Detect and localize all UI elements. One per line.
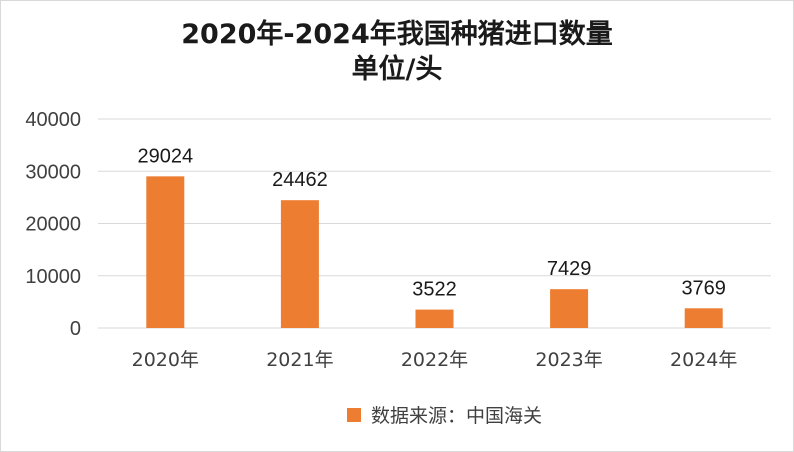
data-label: 24462 (272, 169, 328, 191)
x-axis-ticks: 2020年 2021年 2022年 2023年 2024年 (132, 349, 738, 371)
y-tick-label: 0 (70, 318, 81, 340)
x-tick-label: 2022年 (401, 349, 468, 371)
y-axis-ticks: 0 10000 20000 30000 40000 (25, 109, 81, 340)
bars (146, 176, 723, 328)
x-tick-label: 2023年 (535, 349, 602, 371)
x-tick-label: 2020年 (132, 349, 199, 371)
data-label: 29024 (137, 145, 193, 167)
y-tick-label: 40000 (25, 109, 81, 131)
bar-2021年 (280, 200, 319, 328)
legend: 数据来源：中国海关 (347, 405, 542, 427)
chart-subtitle: 单位/头 (351, 54, 443, 85)
x-tick-label: 2024年 (670, 349, 737, 371)
data-labels: 29024 24462 3522 7429 3769 (137, 145, 725, 300)
data-label: 3769 (681, 277, 726, 299)
bar-2024年 (684, 308, 723, 328)
data-label: 3522 (412, 279, 457, 301)
chart-title: 2020年-2024年我国种猪进口数量 (181, 19, 613, 50)
legend-label: 数据来源：中国海关 (371, 405, 542, 427)
bar-2020年 (146, 176, 185, 328)
x-tick-label: 2021年 (266, 349, 333, 371)
legend-swatch (347, 408, 361, 422)
y-tick-label: 20000 (25, 214, 81, 236)
y-tick-label: 30000 (25, 161, 81, 183)
bar-2023年 (550, 289, 589, 328)
bar-2022年 (415, 309, 454, 328)
data-label: 7429 (547, 258, 592, 280)
y-tick-label: 10000 (25, 266, 81, 288)
